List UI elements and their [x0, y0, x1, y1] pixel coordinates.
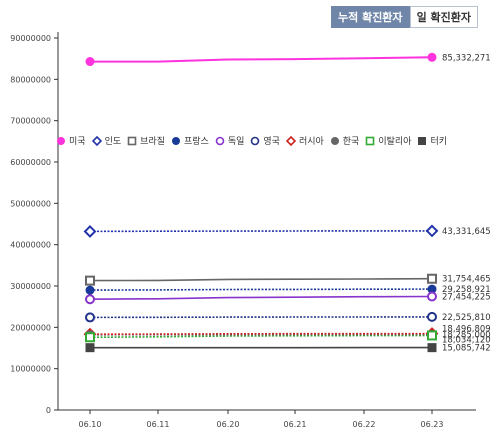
- legend-label: 영국: [263, 137, 280, 147]
- x-tick-label: 06.11: [147, 420, 170, 429]
- x-tick-label: 06.10: [79, 420, 102, 429]
- legend-item[interactable]: 이탈리아: [365, 134, 411, 147]
- data-label: 18,496,809: [442, 325, 491, 335]
- data-label: 22,525,810: [442, 313, 491, 323]
- data-label: 29,258,921: [442, 285, 491, 295]
- legend-label: 이탈리아: [378, 137, 412, 147]
- y-tick-label: 60000000: [10, 158, 51, 167]
- legend-marker-icon: [330, 136, 339, 145]
- y-tick-label: 10000000: [10, 365, 51, 374]
- legend-label: 독일: [227, 137, 245, 147]
- legend-item[interactable]: 브라질: [127, 134, 165, 147]
- data-point: [427, 311, 437, 322]
- legend-label: 브라질: [140, 137, 165, 147]
- data-label: 15,085,742: [442, 344, 491, 354]
- data-point: [83, 225, 97, 238]
- y-tick-label: 40000000: [10, 241, 51, 250]
- series-line: [89, 230, 432, 233]
- legend-item[interactable]: 미국: [56, 134, 86, 147]
- data-label: 85,332,271: [442, 53, 491, 63]
- y-tick-label: 70000000: [10, 117, 51, 126]
- y-tick-label: 50000000: [10, 199, 51, 208]
- data-label: 43,331,645: [442, 227, 491, 237]
- y-tick-label: 30000000: [10, 282, 51, 291]
- tab-cumulative-cases[interactable]: 누적 확진환자: [331, 6, 410, 28]
- y-tick-label: 0: [46, 406, 51, 415]
- legend-marker-icon: [251, 136, 260, 145]
- data-point: [427, 330, 437, 341]
- legend-item[interactable]: 인도: [91, 134, 122, 147]
- series-line: [89, 288, 433, 291]
- data-point: [85, 57, 95, 67]
- legend-marker-icon: [171, 136, 180, 145]
- x-tick-label: 06.20: [217, 420, 240, 429]
- data-point: [85, 312, 95, 323]
- series-line: [89, 295, 433, 300]
- legend-marker-icon: [285, 135, 296, 146]
- x-tick-label: 06.21: [284, 420, 307, 429]
- legend-label: 인도: [104, 137, 122, 147]
- tab-daily-cases[interactable]: 일 확진환자: [409, 6, 478, 28]
- data-point: [427, 291, 437, 302]
- y-tick-label: 20000000: [10, 323, 51, 332]
- data-label: 18,285,000: [442, 330, 491, 340]
- series-line: [89, 334, 433, 339]
- data-label: 27,454,225: [442, 293, 491, 303]
- data-point: [425, 224, 439, 238]
- y-tick-label: 80000000: [10, 75, 51, 84]
- series-line: [90, 56, 433, 63]
- legend-label: 프랑스: [183, 137, 209, 147]
- data-point: [85, 275, 95, 286]
- data-point: [427, 52, 437, 62]
- data-point: [85, 294, 95, 305]
- legend-marker-icon: [57, 136, 65, 145]
- legend-label: 미국: [69, 137, 86, 147]
- legend-item[interactable]: 독일: [215, 134, 245, 147]
- x-tick-label: 06.22: [353, 420, 376, 429]
- legend-item[interactable]: 영국: [250, 134, 280, 147]
- legend-marker-icon: [91, 135, 102, 146]
- chart-legend: 미국 인도 브라질 프랑스 독일 영국 러시아 한국 이탈리아 터키: [56, 134, 453, 147]
- series-line: [89, 277, 433, 282]
- data-label: 18,034,120: [442, 335, 491, 345]
- series-line: [89, 316, 433, 319]
- y-tick-label: 90000000: [10, 34, 51, 43]
- data-point: [427, 343, 437, 353]
- data-point: [85, 285, 95, 295]
- data-point: [85, 343, 95, 353]
- legend-marker-icon: [215, 136, 225, 145]
- legend-marker-icon: [366, 136, 375, 145]
- chart-tabs: 누적 확진환자 일 확진환자: [331, 6, 478, 28]
- legend-item[interactable]: 프랑스: [171, 134, 209, 147]
- legend-label: 터키: [430, 137, 448, 147]
- data-point: [427, 273, 437, 284]
- x-tick-label: 06.23: [421, 420, 444, 429]
- legend-label: 러시아: [298, 137, 324, 147]
- legend-marker-icon: [418, 136, 427, 145]
- legend-item[interactable]: 러시아: [285, 134, 324, 147]
- data-label: 31,754,465: [442, 275, 491, 285]
- legend-item[interactable]: 터키: [417, 134, 447, 147]
- legend-item[interactable]: 한국: [330, 134, 360, 147]
- data-point: [85, 332, 95, 343]
- series-line: [89, 332, 433, 336]
- legend-marker-icon: [127, 136, 137, 145]
- legend-label: 한국: [342, 137, 360, 147]
